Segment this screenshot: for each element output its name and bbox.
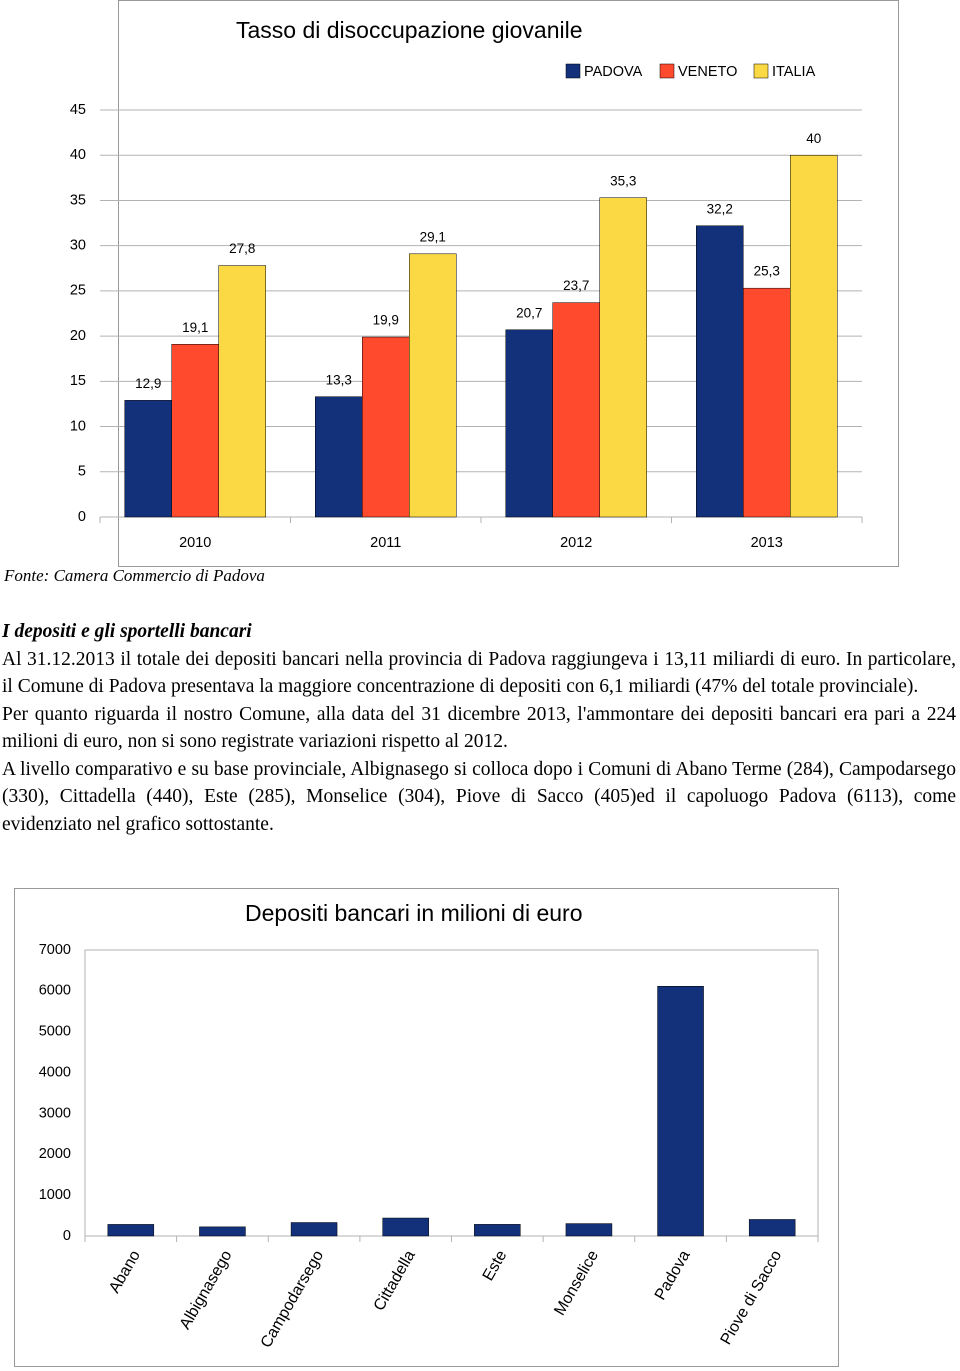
paragraph: Al 31.12.2013 il totale dei depositi ban…: [2, 648, 956, 698]
y-tick-label: 20: [70, 328, 86, 344]
bar: [124, 400, 172, 518]
y-tick-label: 1000: [39, 1187, 71, 1203]
source-note: Fonte: Camera Commercio di Padova: [4, 566, 265, 585]
x-tick-label: Cittadella: [371, 1248, 419, 1314]
value-label: 20,7: [516, 305, 542, 320]
x-tick-label: Este: [480, 1248, 511, 1284]
y-tick-label: 0: [78, 509, 86, 525]
value-label: 29,1: [420, 229, 446, 244]
chart-title: Tasso di disoccupazione giovanile: [236, 17, 583, 43]
bar: [107, 1224, 155, 1237]
bar: [552, 302, 600, 518]
legend-swatch: [565, 63, 581, 79]
bar: [565, 1223, 613, 1237]
bar: [748, 1219, 796, 1237]
y-tick-label: 3000: [39, 1105, 71, 1121]
y-tick-label: 25: [70, 283, 86, 299]
y-tick-label: 7000: [39, 942, 71, 958]
value-label: 12,9: [135, 376, 161, 391]
bar: [790, 154, 838, 518]
bar: [290, 1222, 338, 1237]
y-tick-label: 2000: [39, 1146, 71, 1162]
y-tick-label: 5000: [39, 1024, 71, 1040]
value-label: 27,8: [229, 241, 255, 256]
y-tick-label: 30: [70, 237, 86, 253]
x-tick-label: Monselice: [551, 1248, 602, 1319]
bar: [218, 265, 266, 518]
bar: [362, 336, 410, 518]
x-tick-label: Campodarsego: [258, 1248, 327, 1351]
y-tick-label: 5: [78, 464, 86, 480]
x-tick-label: Albignasego: [177, 1248, 236, 1333]
y-tick-label: 0: [63, 1228, 71, 1244]
bar: [199, 1226, 246, 1237]
value-label: 25,3: [754, 264, 780, 279]
legend-label: ITALIA: [772, 64, 816, 80]
bar: [657, 985, 704, 1237]
paragraph: Per quanto riguarda il nostro Comune, al…: [2, 703, 956, 753]
heading: I depositi e gli sportelli bancari: [2, 621, 252, 642]
y-tick-label: 6000: [39, 983, 71, 999]
value-label: 19,9: [373, 313, 399, 328]
x-tick-label: Padova: [652, 1248, 694, 1304]
x-tick-label: Piove di Sacco: [718, 1248, 786, 1348]
bar: [599, 197, 647, 518]
bar: [743, 287, 791, 518]
bar: [474, 1224, 521, 1237]
value-label: 32,2: [707, 201, 733, 216]
paragraph: A livello comparativo e su base provinci…: [2, 758, 956, 835]
value-label: 40: [806, 131, 821, 146]
bar: [696, 225, 744, 518]
value-label: 19,1: [182, 320, 208, 335]
y-tick-label: 4000: [39, 1064, 71, 1080]
document-text: I depositi e gli sportelli bancari Al 31…: [2, 618, 956, 838]
y-tick-label: 35: [70, 192, 86, 208]
y-tick-label: 10: [70, 418, 86, 434]
y-tick-label: 45: [70, 102, 86, 118]
y-tick-label: 15: [70, 373, 86, 389]
bar: [409, 253, 457, 518]
chart-frame: [14, 888, 839, 1367]
bar: [171, 344, 219, 518]
legend-label: PADOVA: [584, 64, 643, 80]
bar: [315, 396, 363, 518]
x-tick-label: 2013: [751, 535, 783, 551]
value-label: 13,3: [326, 372, 352, 387]
bar: [382, 1217, 429, 1237]
value-label: 35,3: [610, 173, 636, 188]
x-tick-label: Abano: [106, 1248, 144, 1297]
legend-swatch: [659, 63, 675, 79]
x-tick-label: 2010: [179, 535, 211, 551]
chart-frame: [118, 0, 899, 567]
chart-title: Depositi bancari in milioni di euro: [245, 900, 583, 926]
y-tick-label: 40: [70, 147, 86, 163]
plot-frame: [84, 949, 819, 1237]
legend-swatch: [753, 63, 769, 79]
legend-label: VENETO: [678, 64, 737, 80]
x-tick-label: 2011: [370, 535, 401, 551]
bar: [505, 329, 553, 518]
x-tick-label: 2012: [560, 535, 592, 551]
value-label: 23,7: [563, 278, 589, 293]
